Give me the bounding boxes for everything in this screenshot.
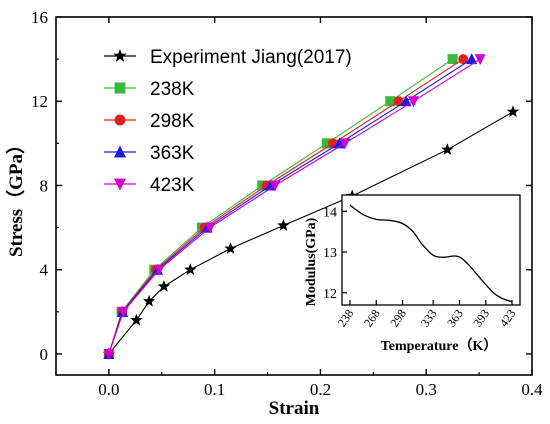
data-point — [204, 222, 216, 234]
inset-x-tick-label: 333 — [418, 307, 440, 330]
data-point — [184, 263, 197, 275]
y-tick-label: 0 — [40, 345, 49, 364]
data-point — [339, 138, 351, 150]
data-point — [157, 280, 171, 292]
y-axis-title: Stress（GPa） — [4, 135, 27, 257]
data-point — [466, 53, 478, 65]
legend-marker — [114, 145, 126, 158]
data-point — [506, 105, 520, 117]
x-tick-label: 0.4 — [521, 380, 543, 399]
legend-item: 298K — [104, 111, 195, 132]
data-point — [321, 138, 332, 149]
x-tick-label: 0.3 — [416, 380, 437, 399]
inset-x-tick-label: 423 — [497, 307, 519, 330]
inset-x-tick-label: 393 — [470, 307, 492, 330]
data-point — [441, 143, 454, 155]
data-point — [474, 54, 486, 66]
legend-item: 238K — [104, 79, 195, 100]
legend-label: 298K — [150, 111, 195, 132]
inset-y-tick-label: 14 — [323, 205, 337, 220]
data-point — [224, 242, 237, 254]
legend-marker — [113, 49, 127, 62]
legend-marker — [114, 178, 126, 191]
x-tick-label: 0.1 — [204, 380, 225, 399]
data-point — [153, 264, 165, 276]
legend-label: Experiment Jiang(2017) — [150, 47, 352, 68]
legend-label: 363K — [150, 143, 195, 164]
series-line — [108, 111, 514, 355]
legend-marker — [114, 114, 126, 126]
inset-frame — [341, 194, 521, 306]
legend: Experiment Jiang(2017) 238K 298K 363K 423K — [104, 47, 352, 196]
modulus-inset-plot: 12 13 14 238 268 298 333 363 393 423 Temperature（K… — [304, 194, 521, 354]
inset-x-axis-title: Temperature（K） — [381, 338, 498, 354]
legend-label: 423K — [150, 175, 195, 196]
plot-frame — [55, 16, 533, 376]
data-point — [458, 54, 469, 65]
data-point — [142, 294, 156, 307]
data-point — [103, 348, 115, 360]
legend-item: 423K — [104, 175, 195, 196]
y-tick-label: 8 — [40, 176, 49, 195]
legend-label: 238K — [150, 79, 195, 100]
y-tick-label: 4 — [40, 261, 49, 280]
inset-y-tick-label: 13 — [323, 246, 337, 261]
y-tick-label: 16 — [31, 8, 48, 27]
inset-y-tick-label: 12 — [323, 287, 337, 302]
inset-x-tick-label: 268 — [361, 307, 383, 330]
inset-y-axis-title: Modulus(GPa) — [304, 217, 319, 306]
series-423K — [103, 54, 486, 360]
data-point — [277, 219, 290, 231]
data-point — [117, 306, 129, 318]
inset-x-tick-label: 238 — [335, 307, 357, 330]
data-point — [333, 137, 345, 149]
main-plot: 0.0 0.1 0.2 0.3 0.4 0 4 8 12 16 Strain Stress（GPa） — [4, 8, 543, 419]
legend-item: Experiment Jiang(2017) — [104, 47, 352, 68]
x-tick-label: 0.0 — [98, 380, 119, 399]
modulus-curve — [349, 204, 513, 303]
x-axis-title: Strain — [269, 398, 320, 419]
data-point — [385, 96, 396, 107]
inset-x-tick-label: 363 — [444, 307, 466, 330]
y-tick-label: 12 — [31, 92, 48, 111]
series-line — [108, 58, 472, 355]
legend-item: 363K — [104, 143, 195, 164]
legend-marker — [114, 82, 126, 94]
data-point — [447, 54, 458, 65]
data-point — [269, 180, 281, 192]
data-point — [130, 313, 143, 326]
x-tick-label: 0.2 — [310, 380, 331, 399]
series-line — [108, 58, 481, 355]
inset-x-tick-label: 298 — [387, 307, 409, 330]
data-point — [408, 96, 420, 108]
